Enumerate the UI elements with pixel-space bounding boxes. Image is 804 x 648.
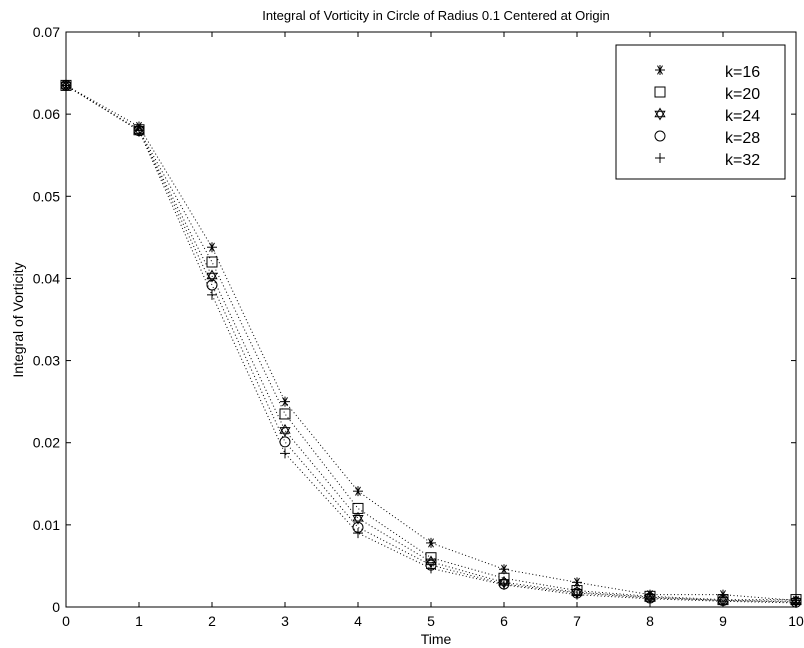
legend-label: k=24 — [725, 108, 760, 125]
x-tick-label: 3 — [281, 613, 289, 629]
legend-box — [615, 44, 786, 180]
data-point — [206, 269, 218, 283]
chart-title: Integral of Vorticity in Circle of Radiu… — [262, 8, 610, 23]
data-point — [207, 242, 217, 253]
data-point — [206, 256, 218, 268]
data-point — [61, 80, 71, 91]
x-tick-label: 2 — [208, 613, 216, 629]
x-tick-label: 6 — [500, 613, 508, 629]
legend-item: k=28 — [654, 130, 760, 147]
y-tick-label: 0.07 — [33, 24, 60, 40]
data-point — [280, 448, 290, 459]
x-tick-label: 10 — [788, 613, 804, 629]
y-tick-label: 0.06 — [33, 106, 60, 122]
legend-label: k=20 — [725, 86, 760, 103]
y-tick-label: 0.02 — [33, 435, 60, 451]
legend-marker — [655, 153, 665, 163]
legend-label: k=32 — [725, 152, 760, 169]
data-point — [425, 552, 437, 564]
data-point — [791, 597, 801, 608]
data-point — [279, 408, 291, 420]
series-line — [65, 84, 796, 601]
series-line — [65, 84, 797, 604]
data-point — [718, 596, 728, 607]
x-tick-label: 8 — [646, 613, 654, 629]
legend-item: k=16 — [655, 64, 760, 81]
legend-marker — [654, 107, 666, 121]
legend-item: k=20 — [654, 86, 760, 103]
y-tick-label: 0.01 — [33, 517, 60, 533]
x-tick-label: 9 — [719, 613, 727, 629]
x-tick-label: 0 — [62, 613, 70, 629]
legend-marker — [654, 86, 666, 98]
y-tick-label: 0 — [52, 599, 60, 615]
legend-marker — [655, 65, 665, 75]
legend-label: k=28 — [725, 130, 760, 147]
data-point — [499, 564, 509, 575]
series-line — [65, 84, 797, 603]
x-axis-label: Time — [421, 631, 452, 647]
data-point — [353, 528, 363, 539]
series-k-32 — [61, 80, 801, 608]
legend: k=16 k=20 k=24 k=28 k=32 — [615, 44, 786, 180]
y-tick-label: 0.03 — [33, 353, 60, 369]
data-point — [279, 423, 291, 437]
data-point — [645, 593, 655, 604]
data-point — [280, 396, 290, 407]
data-point — [352, 511, 364, 525]
legend-marker — [654, 130, 666, 142]
data-point — [426, 563, 436, 574]
y-tick-label: 0.05 — [33, 188, 60, 204]
x-tick-label: 4 — [354, 613, 362, 629]
x-tick-label: 7 — [573, 613, 581, 629]
y-tick-label: 0.04 — [33, 270, 60, 286]
data-point — [572, 589, 582, 600]
data-point — [134, 125, 144, 136]
legend-item: k=24 — [654, 107, 760, 125]
series-line — [65, 84, 797, 601]
x-tick-label: 5 — [427, 613, 435, 629]
x-tick-label: 1 — [135, 613, 143, 629]
data-point — [426, 537, 436, 548]
data-point — [353, 486, 363, 497]
legend-label: k=16 — [725, 64, 760, 81]
legend-item: k=32 — [655, 152, 760, 169]
data-point — [207, 289, 217, 300]
y-axis-label: Integral of Vorticity — [10, 262, 26, 377]
data-point — [499, 579, 509, 590]
